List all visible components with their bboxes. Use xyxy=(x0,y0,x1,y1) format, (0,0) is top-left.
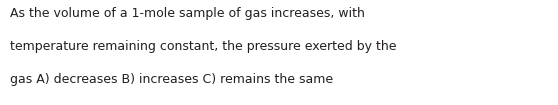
Text: As the volume of a 1-mole sample of gas increases, with: As the volume of a 1-mole sample of gas … xyxy=(10,7,365,20)
Text: temperature remaining constant, the pressure exerted by the: temperature remaining constant, the pres… xyxy=(10,40,397,53)
Text: gas A) decreases B) increases C) remains the same: gas A) decreases B) increases C) remains… xyxy=(10,74,333,87)
